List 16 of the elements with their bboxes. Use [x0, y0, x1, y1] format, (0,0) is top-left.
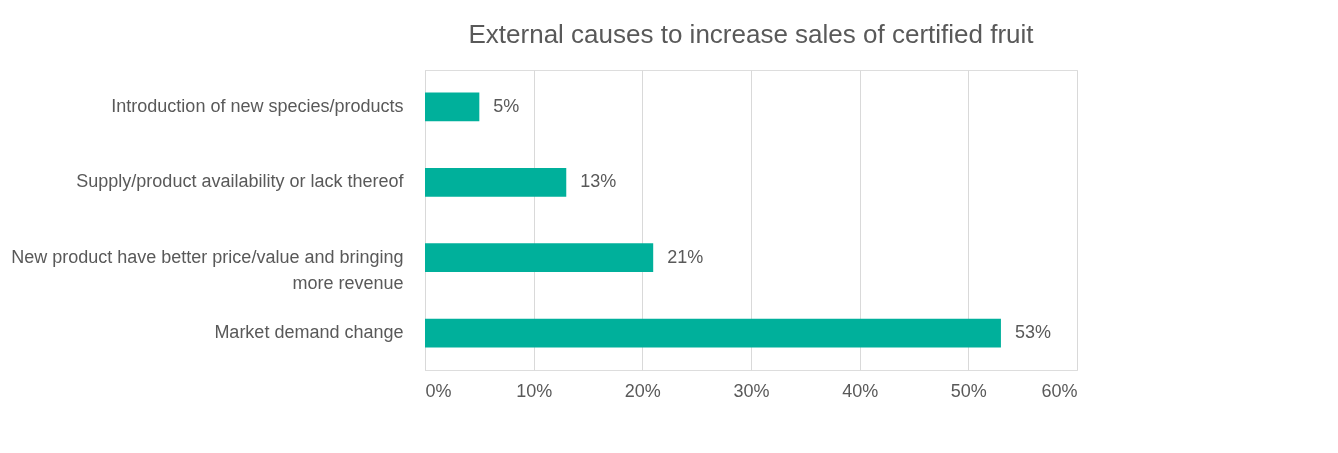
x-tick-label: 50% [950, 380, 987, 401]
x-tick-label: 30% [733, 380, 770, 401]
data-label: 53% [1014, 322, 1051, 343]
data-label: 13% [580, 171, 617, 192]
data-label: 21% [667, 246, 704, 267]
x-tick-label: 10% [516, 380, 553, 401]
y-tick-label: Market demand change [214, 322, 404, 343]
data-label: 5% [493, 95, 520, 116]
chart-title: External causes to increase sales of certified fruit [468, 19, 1035, 49]
x-tick-label: 0% [425, 380, 452, 401]
x-tick-label: 40% [842, 380, 879, 401]
y-tick-label: Supply/product availability or lack thereof [76, 171, 405, 192]
y-tick-label: New product have better price/value and bringing more revenue [11, 246, 404, 293]
x-tick-label: 60% [1041, 380, 1078, 401]
x-tick-label: 20% [624, 380, 661, 401]
y-tick-label: Introduction of new species/products [111, 95, 404, 116]
